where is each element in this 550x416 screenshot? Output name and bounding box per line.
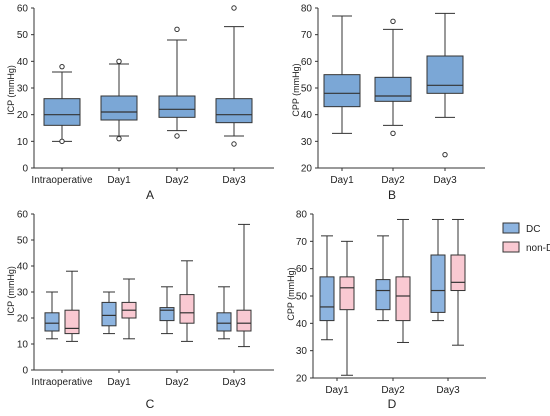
box-iqr	[319, 276, 335, 322]
y-tick-label: 60	[301, 57, 313, 68]
x-tick-label: Day2	[381, 385, 405, 396]
y-tick-label: 40	[296, 319, 308, 330]
box-iqr	[64, 309, 80, 335]
outlier-point	[59, 63, 65, 70]
y-tick-label: 40	[301, 110, 313, 121]
x-tick-label: Day2	[165, 175, 189, 186]
box-iqr	[395, 276, 411, 322]
y-tick-label: 0	[22, 366, 28, 377]
y-tick-label: 20	[296, 374, 308, 385]
x-tick-label: Day1	[107, 377, 131, 388]
y-axis-label: CPP (mmHg)	[286, 267, 296, 320]
legend-label: DC	[526, 224, 540, 235]
box-iqr	[450, 254, 466, 292]
legend-swatch	[502, 222, 520, 234]
box-iqr	[100, 95, 138, 121]
panel-label: C	[146, 397, 155, 411]
x-tick-label: Day2	[165, 377, 189, 388]
y-axis-label: CPP (mmHg)	[291, 63, 301, 116]
outlier-point	[390, 18, 396, 25]
outlier-point	[231, 5, 237, 11]
y-tick-label: 30	[301, 137, 313, 148]
x-tick-label: Day2	[381, 175, 405, 186]
box-iqr	[375, 279, 391, 311]
y-axis-label: ICP (mmHg)	[6, 65, 16, 115]
y-tick-label: 40	[17, 57, 29, 68]
y-tick-label: 50	[296, 292, 308, 303]
box-iqr	[430, 254, 446, 313]
outlier-point	[59, 138, 65, 145]
y-tick-label: 0	[22, 164, 28, 175]
box-iqr	[158, 95, 196, 118]
y-tick-label: 40	[17, 262, 29, 273]
y-tick-label: 20	[17, 314, 29, 325]
y-tick-label: 80	[296, 210, 308, 221]
y-tick-label: 30	[17, 288, 29, 299]
x-tick-label: Day1	[330, 175, 354, 186]
panel-label: B	[388, 188, 396, 202]
y-tick-label: 30	[17, 84, 29, 95]
x-tick-label: Day3	[222, 377, 246, 388]
box-iqr	[374, 76, 412, 102]
x-tick-label: Intraoperative	[31, 175, 93, 186]
outlier-point	[174, 133, 180, 139]
y-tick-label: 30	[296, 346, 308, 357]
x-tick-label: Intraoperative	[31, 377, 93, 388]
outlier-point	[231, 141, 237, 147]
box-iqr	[216, 312, 232, 332]
box-iqr	[159, 307, 175, 322]
y-tick-label: 10	[17, 137, 29, 148]
y-tick-label: 50	[301, 84, 313, 95]
panel-label: A	[146, 188, 154, 202]
box-iqr	[215, 98, 253, 124]
outlier-point	[390, 130, 396, 137]
panel-label: D	[388, 397, 397, 411]
y-tick-label: 60	[296, 264, 308, 275]
box-iqr	[44, 312, 60, 332]
outlier-point	[116, 58, 122, 65]
x-tick-label: Day1	[107, 175, 131, 186]
y-tick-label: 80	[301, 4, 313, 15]
box-iqr	[101, 301, 117, 327]
y-tick-label: 20	[301, 164, 313, 175]
box-iqr	[236, 309, 252, 332]
x-tick-label: Day3	[436, 385, 460, 396]
y-tick-label: 10	[17, 340, 29, 351]
x-tick-label: Day3	[222, 175, 246, 186]
box-iqr	[43, 98, 81, 126]
y-axis-label: ICP (mmHg)	[6, 266, 16, 316]
legend-swatch	[502, 241, 520, 253]
box-iqr	[179, 294, 195, 324]
box-iqr	[323, 74, 361, 108]
outlier-point	[174, 26, 180, 33]
y-tick-label: 70	[296, 237, 308, 248]
x-tick-label: Day1	[325, 385, 349, 396]
legend-label: non-DC	[526, 243, 550, 254]
x-tick-label: Day3	[433, 175, 457, 186]
y-tick-label: 50	[17, 236, 29, 247]
box-iqr	[426, 55, 464, 94]
outlier-point	[116, 135, 122, 142]
box-iqr	[339, 276, 355, 311]
y-tick-label: 70	[301, 30, 313, 41]
y-tick-label: 60	[17, 210, 29, 221]
y-tick-label: 60	[17, 4, 29, 15]
y-tick-label: 50	[17, 30, 29, 41]
y-tick-label: 20	[17, 110, 29, 121]
outlier-point	[442, 151, 448, 158]
